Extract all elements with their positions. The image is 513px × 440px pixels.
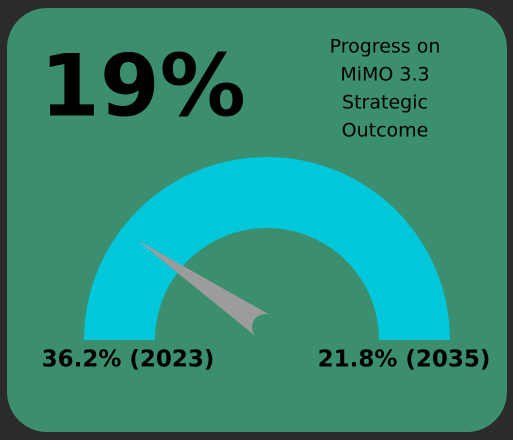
needle [136,239,273,338]
title-line: Strategic [342,92,428,114]
title-line: MiMO 3.3 [340,64,429,86]
value-label: 19% [40,36,246,136]
start-label: 36.2% (2023) [42,347,215,373]
title-line: Outcome [342,120,429,142]
gauge-arc [84,157,450,340]
end-label: 21.8% (2035) [318,347,491,373]
title-line: Progress on [330,36,441,58]
